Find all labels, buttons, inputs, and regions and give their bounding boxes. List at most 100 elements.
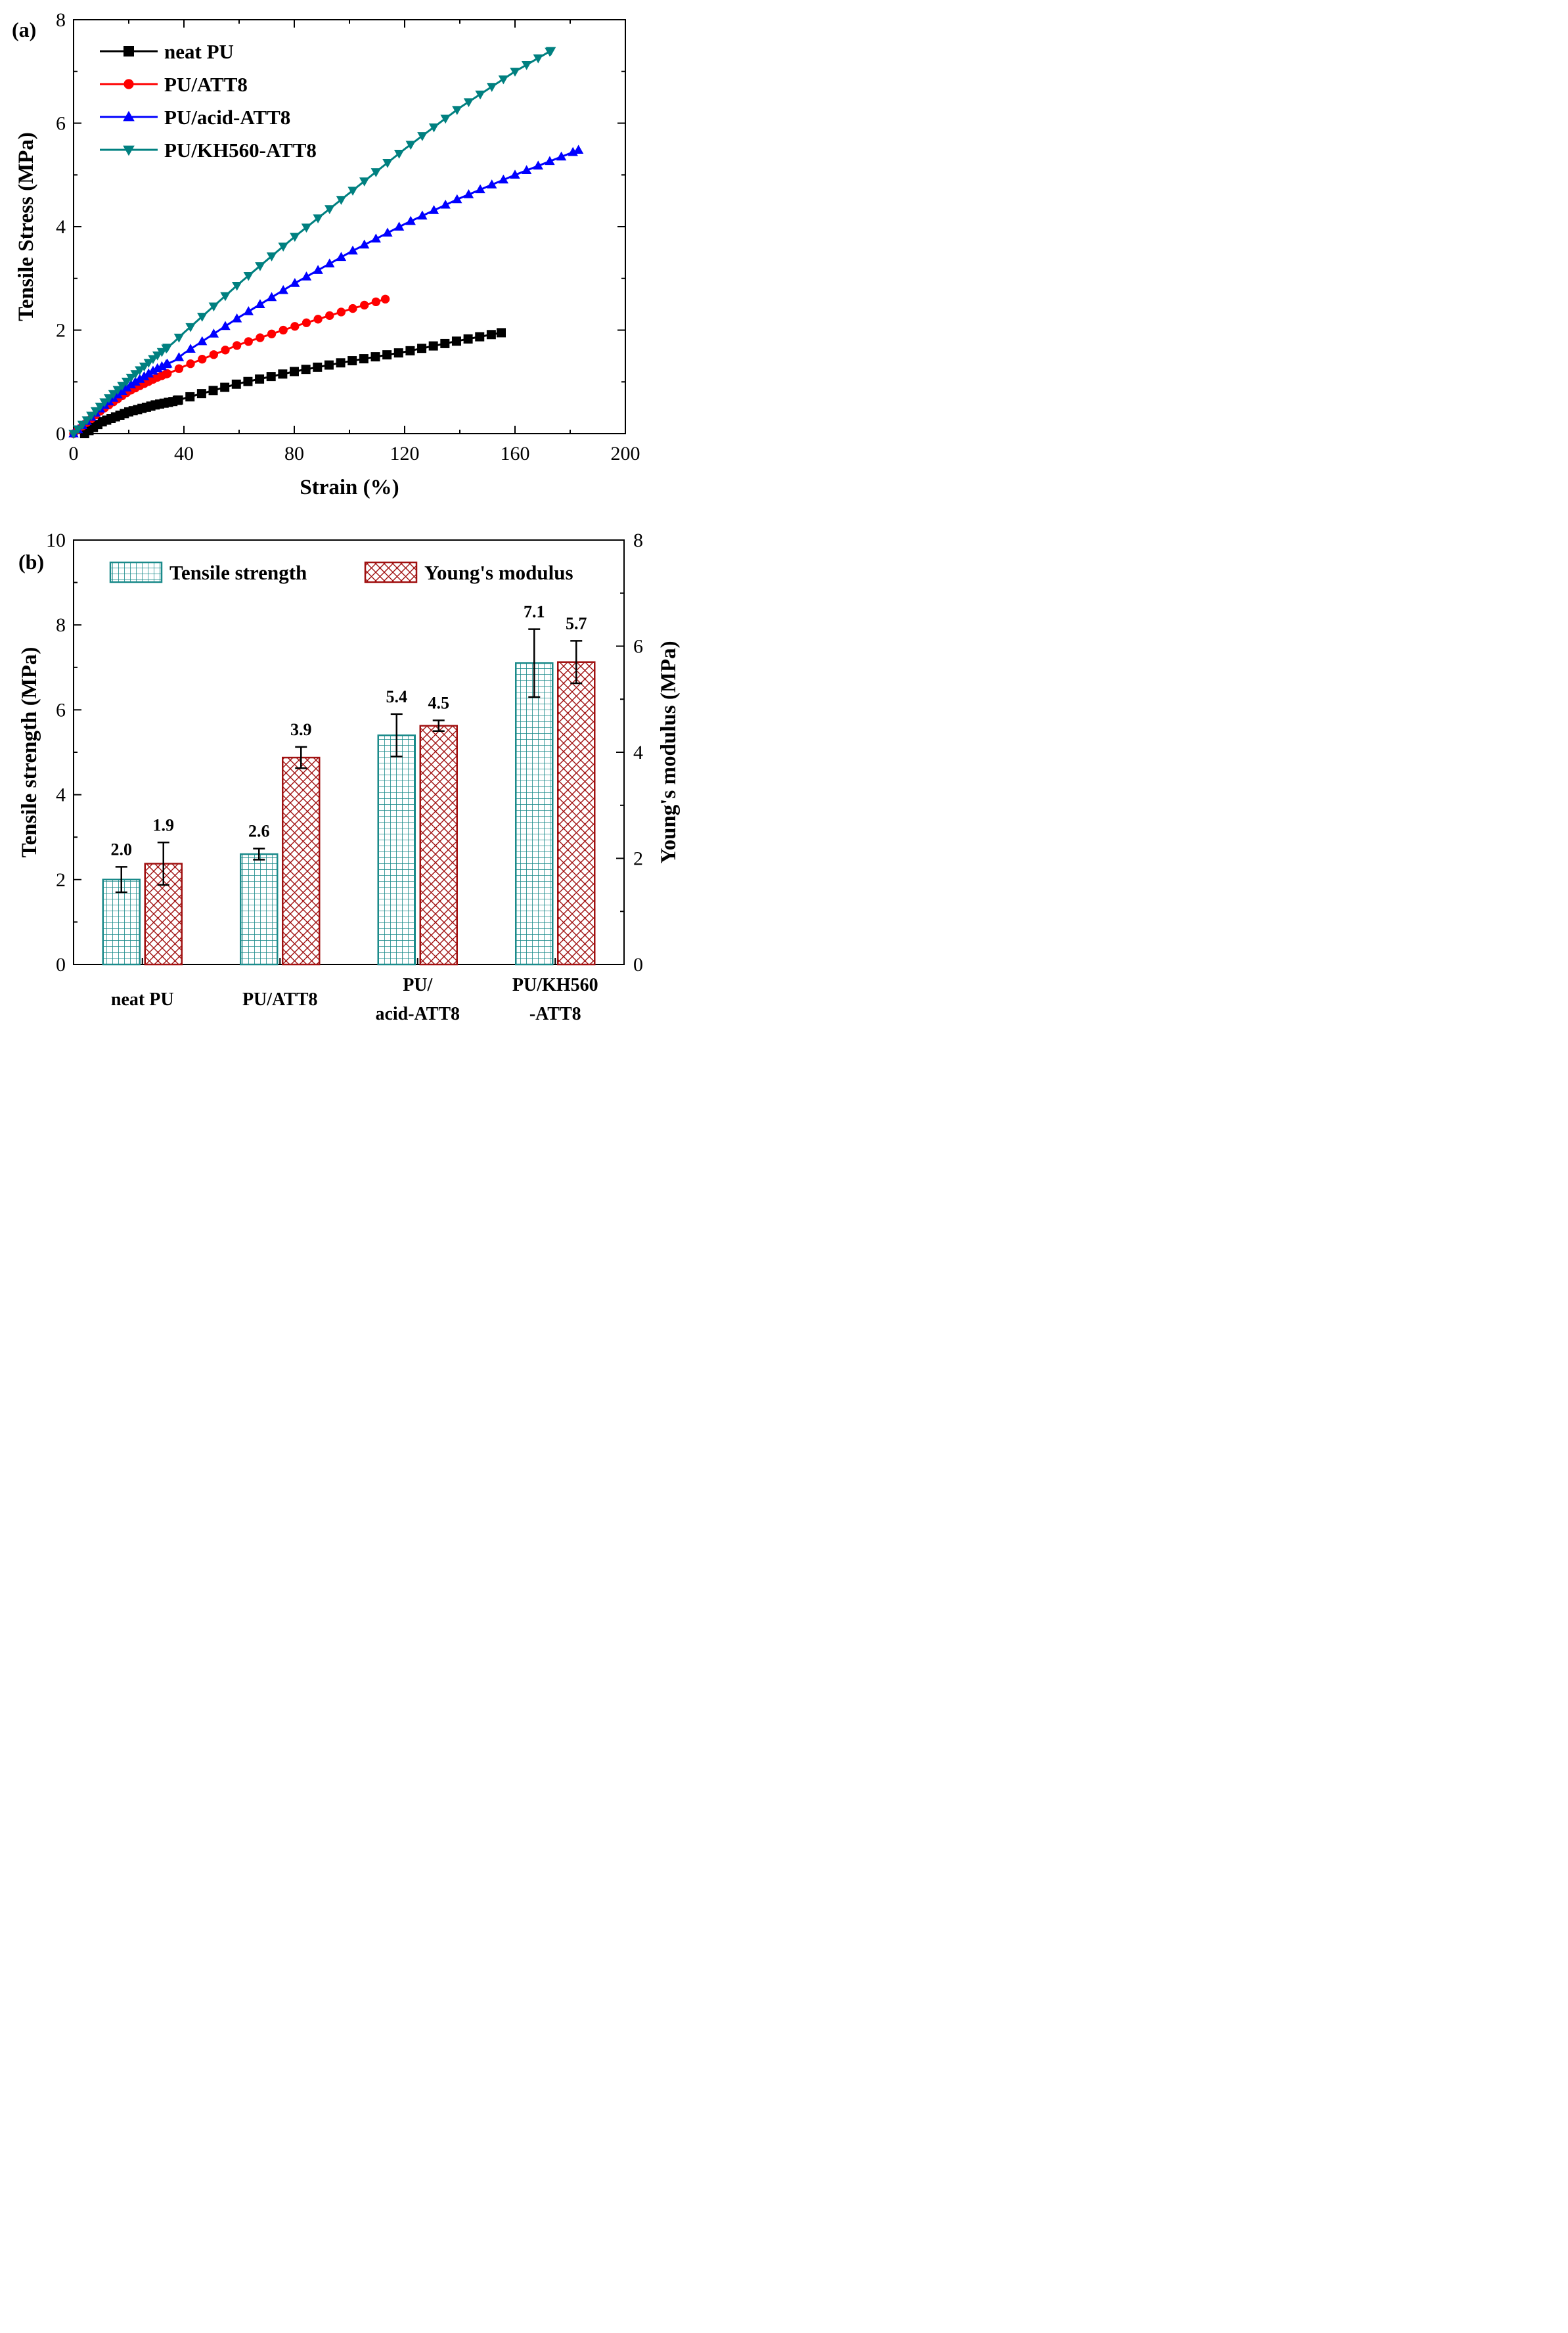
series-pu-acid-att8-marker xyxy=(313,265,323,274)
bar-young-s-modulus xyxy=(419,725,458,966)
series-pu-kh560-att8-marker xyxy=(125,373,137,383)
series-neat-pu-marker xyxy=(486,330,496,340)
series-pu-kh560-att8-marker xyxy=(336,196,347,205)
series-pu-kh560-att8-marker xyxy=(108,390,119,399)
bar-tensile-strength-value-label: 2.0 xyxy=(111,840,133,859)
series-pu-att8-marker xyxy=(221,346,230,355)
series-pu-acid-att8-marker xyxy=(359,239,370,249)
series-pu-att8-marker xyxy=(290,322,300,331)
panel-b-category-label: neat PU xyxy=(111,989,174,1010)
series-pu-acid-att8-marker xyxy=(487,179,497,189)
legend-pu-acid-att8-label: PU/acid-ATT8 xyxy=(164,106,290,129)
series-pu-acid-att8-marker xyxy=(173,352,185,361)
series-neat-pu-marker xyxy=(463,334,473,344)
panel-b-right-tick-label: 4 xyxy=(633,742,643,763)
series-pu-kh560-att8-marker xyxy=(220,292,231,302)
series-pu-att8-marker xyxy=(267,329,277,338)
series-pu-acid-att8-marker xyxy=(370,233,382,243)
series-neat-pu-marker xyxy=(266,372,276,382)
bar-young-s-modulus-value-label: 4.5 xyxy=(428,694,450,713)
series-pu-kh560-att8-marker xyxy=(95,402,106,412)
series-pu-kh560-att8-marker xyxy=(278,242,288,252)
series-pu-kh560-att8-marker xyxy=(185,323,196,332)
bar-young-s-modulus-value-label: 3.9 xyxy=(290,720,312,739)
bar-young-s-modulus xyxy=(282,756,321,966)
series-pu-acid-att8 xyxy=(68,145,584,438)
series-pu-acid-att8-marker xyxy=(347,245,358,255)
series-pu-kh560-att8-marker xyxy=(428,123,439,133)
legend-neat-pu-label: neat PU xyxy=(164,40,234,63)
series-neat-pu-marker xyxy=(255,374,265,384)
series-neat-pu-marker xyxy=(440,338,450,348)
series-pu-kh560-att8-marker xyxy=(510,68,520,77)
series-pu-kh560-att8-marker xyxy=(162,344,173,353)
series-neat-pu-marker xyxy=(231,379,241,389)
series-pu-acid-att8-marker xyxy=(255,299,265,308)
series-neat-pu-marker xyxy=(428,341,438,351)
series-pu-acid-att8-marker xyxy=(325,258,335,267)
series-pu-acid-att8-marker xyxy=(139,371,150,380)
series-pu-acid-att8-marker xyxy=(521,165,532,174)
series-pu-acid-att8-marker xyxy=(162,358,173,368)
series-pu-acid-att8-marker xyxy=(278,284,288,294)
series-pu-kh560-att8-marker xyxy=(533,54,543,64)
panel-a-x-tick-label: 80 xyxy=(284,443,304,464)
series-pu-kh560-att8-marker xyxy=(475,90,485,100)
series-pu-kh560-att8-marker xyxy=(417,132,428,141)
series-pu-kh560-att8-marker xyxy=(266,252,277,261)
series-pu-kh560-att8-marker xyxy=(152,351,163,361)
panel-a-label: (a) xyxy=(12,18,36,41)
series-pu-acid-att8-marker xyxy=(185,344,196,353)
series-pu-acid-att8-marker xyxy=(231,313,242,323)
series-neat-pu-marker xyxy=(382,350,392,360)
series-neat-pu-marker xyxy=(243,376,253,386)
series-pu-acid-att8-marker xyxy=(143,368,154,378)
series-pu-kh560-att8-marker xyxy=(121,377,132,387)
series-pu-acid-att8-marker xyxy=(220,321,231,330)
series-pu-kh560-att8-marker xyxy=(393,149,405,159)
series-pu-acid-att8-marker xyxy=(382,227,393,237)
series-pu-att8-marker xyxy=(360,300,369,310)
series-pu-kh560-att8-marker xyxy=(112,386,123,396)
series-pu-acid-att8-marker xyxy=(452,194,462,204)
series-neat-pu-marker xyxy=(475,332,485,342)
series-pu-kh560-att8-marker xyxy=(440,114,451,124)
series-pu-kh560-att8-marker xyxy=(156,348,168,357)
series-pu-acid-att8-marker xyxy=(135,374,145,383)
series-pu-att8-marker xyxy=(232,341,242,350)
series-neat-pu-marker xyxy=(497,328,506,338)
series-pu-att8-marker xyxy=(279,325,288,335)
series-pu-acid-att8-marker xyxy=(440,199,451,209)
series-pu-kh560-att8-marker xyxy=(73,425,83,435)
series-pu-acid-att8-marker xyxy=(533,160,543,170)
series-pu-kh560-att8-marker xyxy=(68,430,79,440)
panel-a-line-chart: (a) 0 40 80 120 160 200 0 2 4 6 8 neat PU PU/ATT8 PU… xyxy=(12,9,640,499)
legend-pu-att8-label: PU/ATT8 xyxy=(164,73,248,96)
legend-pu-acid-att8-marker xyxy=(123,110,135,122)
series-pu-att8-marker xyxy=(198,355,207,364)
panel-a-y-tick-label: 4 xyxy=(56,216,66,238)
panel-b-right-tick-label: 6 xyxy=(633,636,643,658)
panel-b-left-tick-label: 6 xyxy=(56,699,66,721)
panel-b-left-tick-label: 2 xyxy=(56,869,66,891)
series-pu-acid-att8-marker xyxy=(301,271,312,281)
series-pu-acid-att8-marker xyxy=(405,215,416,225)
series-neat-pu-marker xyxy=(185,392,195,401)
panel-b-label: (b) xyxy=(18,550,44,574)
panel-a-y-axis-title: Tensile Stress (MPa) xyxy=(14,132,38,321)
series-pu-att8-marker xyxy=(302,318,311,327)
bar-tensile-strength-value-label: 7.1 xyxy=(524,602,545,622)
bar-young-s-modulus-value-label: 1.9 xyxy=(153,815,175,834)
series-pu-acid-att8-marker xyxy=(475,184,485,194)
series-pu-kh560-att8-marker xyxy=(498,75,509,85)
series-pu-kh560-att8-marker xyxy=(301,223,312,233)
series-pu-acid-att8-marker xyxy=(556,151,567,161)
series-pu-kh560-att8-marker xyxy=(487,83,497,92)
panel-b-category-label: acid-ATT8 xyxy=(375,1004,460,1024)
series-pu-acid-att8-marker xyxy=(197,336,208,346)
legend-young-s-modulus-swatch xyxy=(364,561,418,583)
series-pu-kh560-att8-marker xyxy=(77,420,88,430)
series-pu-acid-att8-marker xyxy=(243,306,254,315)
series-pu-kh560-att8-marker xyxy=(143,359,154,368)
panel-b-left-tick-label: 0 xyxy=(56,954,66,976)
